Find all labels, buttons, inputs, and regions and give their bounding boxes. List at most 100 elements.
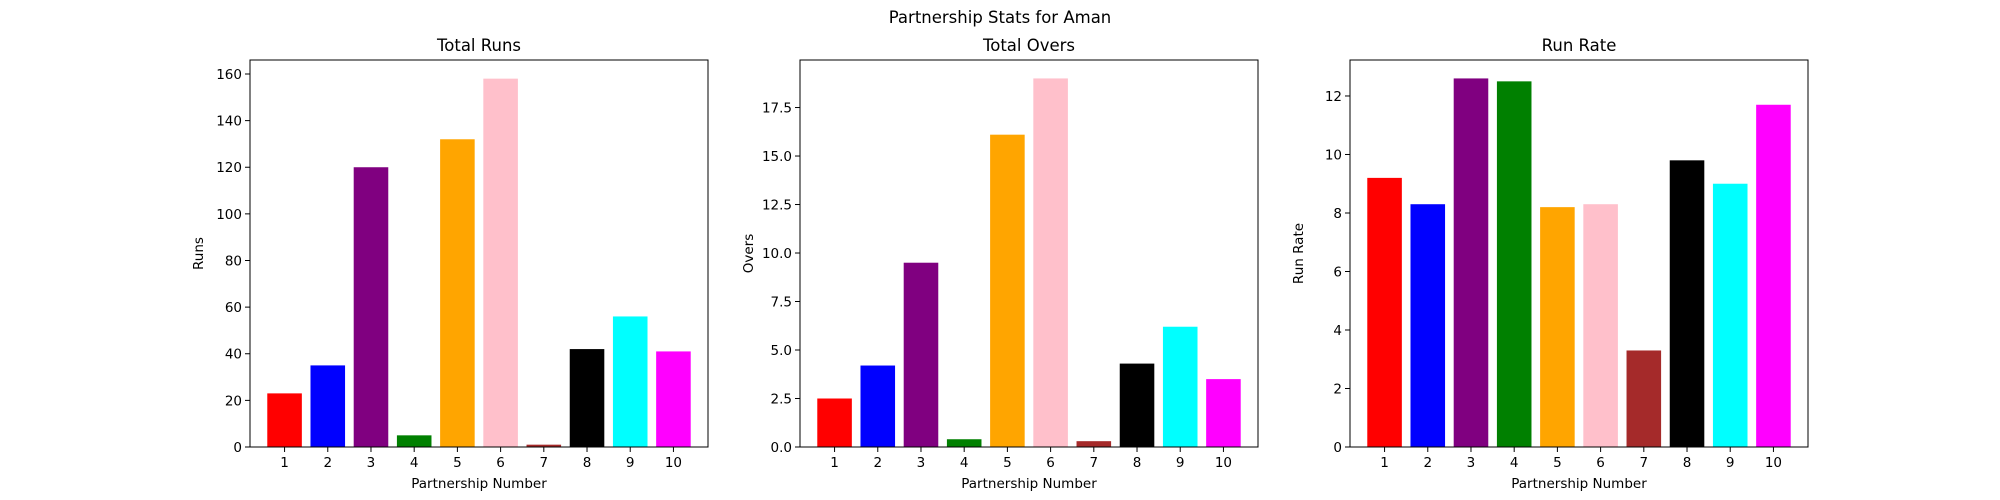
bar-partnership-7	[1626, 350, 1662, 447]
x-tick-label: 3	[367, 455, 376, 471]
y-tick-label: 5.0	[771, 343, 792, 359]
x-tick-label: 10	[1215, 455, 1232, 471]
y-tick-label: 7.5	[771, 295, 792, 311]
y-tick-label: 0	[1333, 440, 1342, 456]
x-tick-label: 4	[410, 455, 419, 471]
bar-partnership-9	[612, 316, 648, 447]
chart-panel-2: 1 2 3 4 5 6 7 8 9 10 0.0 2.5 5.0 7.5 10.0 12.5 15.0 17.5 T…	[741, 36, 1259, 492]
bar-partnership-4	[1496, 81, 1532, 447]
y-axis-label: Run Rate	[1291, 223, 1307, 284]
bar-partnership-5	[990, 134, 1025, 447]
y-tick-label: 15.0	[762, 149, 792, 165]
y-tick-label: 2.5	[771, 392, 792, 408]
y-tick-label: 2	[1333, 381, 1342, 397]
x-axis-label: Partnership Number	[961, 476, 1097, 492]
x-tick-label: 7	[1640, 455, 1649, 471]
y-tick-label: 10.0	[762, 246, 792, 262]
y-tick-label: 140	[216, 114, 242, 130]
y-tick-label: 80	[225, 253, 242, 269]
bar-partnership-6	[483, 78, 518, 448]
y-tick-label: 12.5	[762, 198, 792, 214]
y-tick-label: 0	[233, 440, 242, 456]
y-tick-label: 40	[225, 347, 242, 363]
bar-partnership-1	[267, 393, 302, 447]
x-tick-label: 10	[665, 455, 682, 471]
x-tick-label: 1	[1380, 455, 1389, 471]
x-tick-label: 5	[453, 455, 462, 471]
panel-title: Total Overs	[982, 36, 1075, 55]
x-tick-label: 3	[1467, 455, 1476, 471]
x-tick-label: 8	[1133, 455, 1142, 471]
x-tick-label: 1	[280, 455, 289, 471]
x-tick-label: 4	[1510, 455, 1519, 471]
x-tick-label: 3	[917, 455, 926, 471]
y-tick-label: 0.0	[771, 440, 792, 456]
y-tick-label: 6	[1333, 264, 1342, 280]
bar-partnership-9	[1712, 183, 1748, 448]
bar-partnership-2	[310, 365, 346, 447]
x-tick-label: 4	[960, 455, 969, 471]
bar-partnership-5	[440, 139, 475, 447]
x-tick-label: 6	[1596, 455, 1605, 471]
x-tick-label: 9	[626, 455, 635, 471]
x-tick-label: 5	[1003, 455, 1012, 471]
bar-partnership-5	[1540, 207, 1575, 447]
x-tick-label: 1	[830, 455, 839, 471]
bar-partnership-6	[1033, 78, 1068, 448]
bar-partnership-8	[1669, 160, 1705, 447]
axes-frame	[249, 59, 709, 448]
y-tick-label: 12	[1325, 89, 1342, 105]
y-tick-label: 60	[225, 300, 242, 316]
bar-partnership-3	[903, 262, 939, 447]
bar-partnership-10	[1206, 379, 1241, 447]
panel-title: Total Runs	[436, 36, 521, 55]
x-tick-label: 8	[583, 455, 592, 471]
x-tick-label: 10	[1765, 455, 1782, 471]
y-tick-label: 17.5	[762, 101, 792, 117]
x-axis-label: Partnership Number	[1511, 476, 1647, 492]
x-tick-label: 7	[1090, 455, 1099, 471]
bar-partnership-10	[1756, 104, 1791, 447]
bar-partnership-9	[1162, 326, 1198, 447]
bar-partnership-10	[656, 351, 691, 447]
x-tick-label: 9	[1726, 455, 1735, 471]
bar-partnership-7	[1076, 441, 1112, 447]
bar-partnership-6	[1583, 204, 1618, 447]
x-tick-label: 8	[1683, 455, 1692, 471]
figure-suptitle: Partnership Stats for Aman	[889, 8, 1112, 27]
y-tick-label: 4	[1333, 323, 1342, 339]
y-tick-label: 8	[1333, 206, 1342, 222]
x-tick-label: 2	[1423, 455, 1432, 471]
bar-partnership-2	[860, 365, 896, 447]
bar-partnership-2	[1410, 204, 1446, 447]
y-tick-label: 160	[216, 67, 242, 83]
y-axis-label: Runs	[191, 237, 207, 270]
y-tick-label: 120	[216, 160, 242, 176]
bar-partnership-4	[396, 435, 432, 447]
x-tick-label: 6	[1046, 455, 1055, 471]
x-tick-label: 5	[1553, 455, 1562, 471]
y-tick-label: 10	[1325, 147, 1342, 163]
bar-partnership-8	[1119, 363, 1155, 447]
panel-title: Run Rate	[1542, 36, 1617, 55]
bar-partnership-3	[353, 167, 389, 448]
x-tick-label: 2	[873, 455, 882, 471]
bar-partnership-4	[946, 439, 982, 447]
axes-frame	[1349, 59, 1809, 448]
x-tick-label: 2	[323, 455, 332, 471]
bar-partnership-1	[817, 398, 852, 447]
y-axis-label: Overs	[741, 234, 757, 274]
y-tick-label: 100	[216, 207, 242, 223]
y-tick-label: 20	[225, 393, 242, 409]
bar-partnership-8	[569, 349, 605, 447]
x-axis-label: Partnership Number	[411, 476, 547, 492]
x-tick-label: 6	[496, 455, 505, 471]
x-tick-label: 7	[540, 455, 549, 471]
bar-partnership-3	[1453, 78, 1489, 448]
x-tick-label: 9	[1176, 455, 1185, 471]
